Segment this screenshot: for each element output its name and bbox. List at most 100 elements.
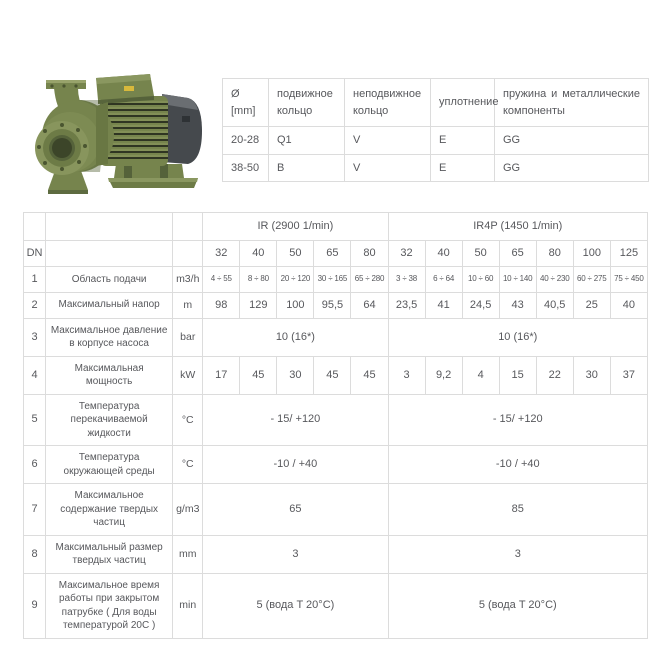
spec-value-cell: 40 ÷ 230 [535, 265, 574, 293]
spec-value-cell: 37 [609, 355, 649, 395]
spec-row-number: 7 [22, 483, 47, 536]
spec-row-unit: min [172, 572, 204, 639]
spec-row: 6 Температура окружающей среды °C -10 / +40… [22, 445, 649, 485]
spec-value-cell: 45 [313, 355, 352, 395]
dn-size-cell: 32 [387, 240, 426, 267]
spec-row-number: 1 [22, 265, 47, 293]
dn-size-cell: 65 [313, 240, 352, 267]
centrifugal-pump-illustration [35, 74, 202, 194]
pump-spec-table: IR (2900 1/min) IR4P (1450 1/min) DN 32 4… [22, 212, 649, 639]
spec-value-cell: 95,5 [313, 291, 352, 319]
spec-merged-value-cell: 5 (вода T 20°C) [387, 572, 649, 639]
seal-cell: V [344, 126, 431, 155]
spec-value-cell: 23,5 [387, 291, 426, 319]
group-header-ir: IR (2900 1/min) [202, 212, 389, 241]
spec-row-number: 2 [22, 291, 47, 319]
spec-value-cell: 98 [202, 291, 241, 319]
seal-cell: GG [494, 126, 649, 155]
spec-value-cell: 24,5 [461, 291, 500, 319]
spec-row-description: Максимальное давление в корпусе насоса [45, 317, 174, 357]
spec-value-cell: 20 ÷ 120 [276, 265, 315, 293]
spec-value-cell: 43 [498, 291, 537, 319]
spec-value-cell: 41 [424, 291, 463, 319]
spec-merged-value-cell: 10 (16*) [387, 317, 649, 357]
spec-value-cell: 9,2 [424, 355, 463, 395]
spec-merged-value-cell: -10 / +40 [202, 445, 389, 485]
seal-cell: 38-50 [222, 153, 269, 182]
seal-cell: 20-28 [222, 126, 269, 155]
spec-row: 2 Максимальный напор m 98 129 100 95,5 64 23,5 41… [22, 291, 649, 319]
spec-row-description: Максимальный напор [45, 291, 174, 319]
dn-size-cell: 100 [572, 240, 611, 267]
spec-merged-value-cell: -10 / +40 [387, 445, 649, 485]
seal-table-row: 20-28 Q1 V E GG [222, 126, 649, 155]
spec-row: 8 Максимальный размер твердых частиц mm 3 3 [22, 534, 649, 574]
spec-value-cell: 129 [239, 291, 278, 319]
spec-row-description: Температура перекачиваемой жидкости [45, 393, 174, 447]
spec-merged-value-cell: 65 [202, 483, 389, 536]
spec-merged-value-cell: 5 (вода T 20°C) [202, 572, 389, 639]
dn-label: DN [22, 240, 47, 267]
dn-size-cell: 40 [424, 240, 463, 267]
spec-dn-row: DN 32 40 50 65 80 32 40 50 65 80 100 125 [22, 240, 649, 267]
dn-size-cell: 80 [535, 240, 574, 267]
seal-col-seal: уплотнение [430, 78, 498, 127]
seal-col-stationary-ring: неподвижное кольцо [344, 78, 431, 127]
spec-value-cell: 60 ÷ 275 [572, 265, 611, 293]
spec-value-cell: 15 [498, 355, 537, 395]
dn-size-cell: 65 [498, 240, 537, 267]
seal-cell: Q1 [268, 126, 345, 155]
dn-size-cell: 80 [350, 240, 389, 267]
spec-row-unit: m3/h [172, 265, 204, 293]
seal-table-row: 38-50 B V E GG [222, 153, 649, 182]
spec-value-cell: 4 [461, 355, 500, 395]
spec-value-cell: 45 [350, 355, 389, 395]
spec-group-header-row: IR (2900 1/min) IR4P (1450 1/min) [22, 212, 649, 241]
seal-table-header-row: Ø [mm] подвижное кольцо неподвижное коль… [222, 78, 649, 127]
dn-size-cell: 32 [202, 240, 241, 267]
spec-value-cell: 3 ÷ 38 [387, 265, 426, 293]
spec-value-cell: 4 ÷ 55 [202, 265, 241, 293]
spec-value-cell: 75 ÷ 450 [609, 265, 649, 293]
spec-value-cell: 8 ÷ 80 [239, 265, 278, 293]
spec-row-unit: m [172, 291, 204, 319]
spec-value-cell: 30 [572, 355, 611, 395]
seal-materials-table: Ø [mm] подвижное кольцо неподвижное коль… [222, 78, 649, 182]
spec-value-cell: 40 [609, 291, 649, 319]
dn-size-cell: 50 [276, 240, 315, 267]
spec-row-number: 5 [22, 393, 47, 447]
spec-row: 1 Область подачи m3/h 4 ÷ 55 8 ÷ 80 20 ÷ 120 3… [22, 265, 649, 293]
dn-size-cell: 125 [609, 240, 649, 267]
spec-value-cell: 17 [202, 355, 241, 395]
group-header-ir4p: IR4P (1450 1/min) [387, 212, 649, 241]
spec-row-number: 3 [22, 317, 47, 357]
spec-value-cell: 25 [572, 291, 611, 319]
spec-value-cell: 45 [239, 355, 278, 395]
spec-row-number: 4 [22, 355, 47, 395]
spec-row-number: 8 [22, 534, 47, 574]
spec-value-cell: 10 ÷ 60 [461, 265, 500, 293]
spec-merged-value-cell: 3 [387, 534, 649, 574]
spec-value-cell: 100 [276, 291, 315, 319]
spec-row-description: Максимальное время работы при закрытом п… [45, 572, 174, 639]
spec-row-description: Область подачи [45, 265, 174, 293]
spec-row: 5 Температура перекачиваемой жидкости °C - … [22, 393, 649, 447]
spec-value-cell: 6 ÷ 64 [424, 265, 463, 293]
spec-row-unit: °C [172, 445, 204, 485]
spec-row-unit: mm [172, 534, 204, 574]
spec-value-cell: 30 [276, 355, 315, 395]
spec-value-cell: 30 ÷ 165 [313, 265, 352, 293]
seal-col-spring-metal: пружина и металлические компоненты [494, 78, 649, 127]
spec-row-unit: °C [172, 393, 204, 447]
seal-cell: V [344, 153, 431, 182]
spec-value-cell: 64 [350, 291, 389, 319]
dn-size-cell: 40 [239, 240, 278, 267]
spec-value-cell: 22 [535, 355, 574, 395]
spec-row-description: Температура окружающей среды [45, 445, 174, 485]
spec-merged-value-cell: 10 (16*) [202, 317, 389, 357]
spec-row: 9 Максимальное время работы при закрытом … [22, 572, 649, 639]
spec-row: 3 Максимальное давление в корпусе насоса b… [22, 317, 649, 357]
seal-col-diameter: Ø [mm] [222, 78, 269, 127]
seal-cell: E [430, 126, 495, 155]
spec-row: 7 Максимальное содержание твердых частиц g… [22, 483, 649, 536]
